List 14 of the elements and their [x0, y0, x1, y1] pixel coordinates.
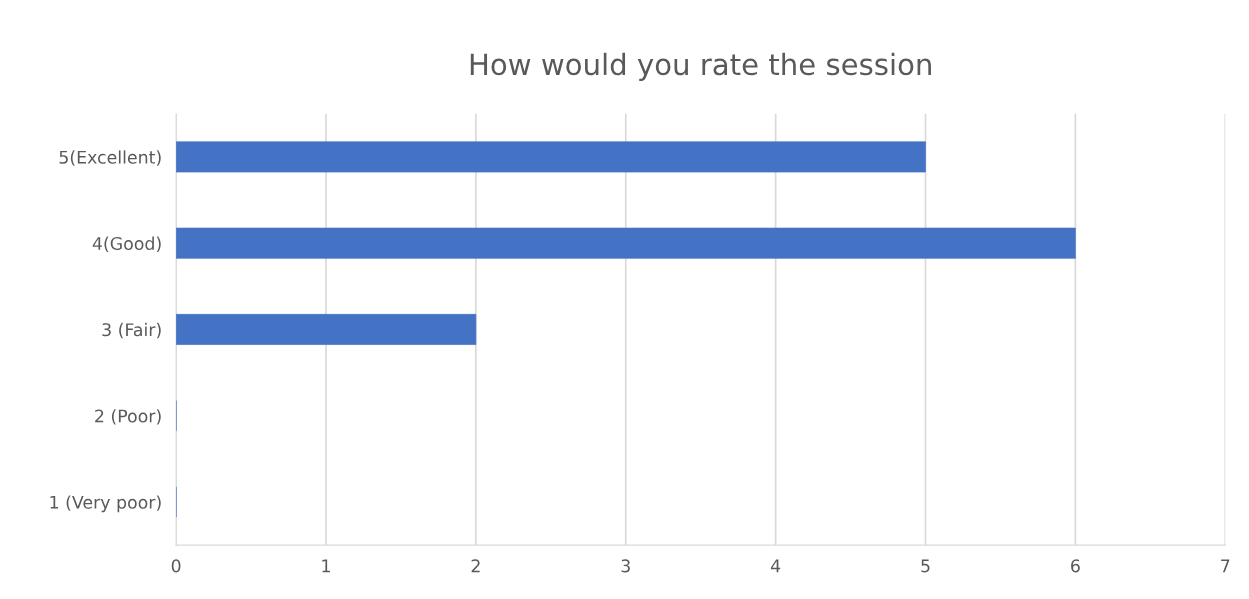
- x-tick-label: 2: [471, 559, 480, 573]
- x-tick-label: 6: [1071, 559, 1080, 573]
- x-tick-label: 1: [322, 559, 330, 573]
- x-tick-label: 7: [1221, 559, 1230, 573]
- x-tick-label: 3: [621, 559, 630, 573]
- x-tick-label: 5: [921, 559, 930, 573]
- x-tick-label: 0: [171, 559, 181, 573]
- y-tick-label: 2 (Poor): [95, 409, 161, 425]
- y-tick-label: 5(Excellent): [59, 150, 161, 166]
- x-tick-label: 4: [770, 559, 781, 573]
- chart-title: How would you rate the session: [470, 52, 931, 81]
- y-tick-label: 4(Good): [92, 236, 161, 253]
- y-tick-label: 1 (Very poor): [50, 495, 161, 513]
- y-tick-label: 3 (Fair): [102, 322, 161, 339]
